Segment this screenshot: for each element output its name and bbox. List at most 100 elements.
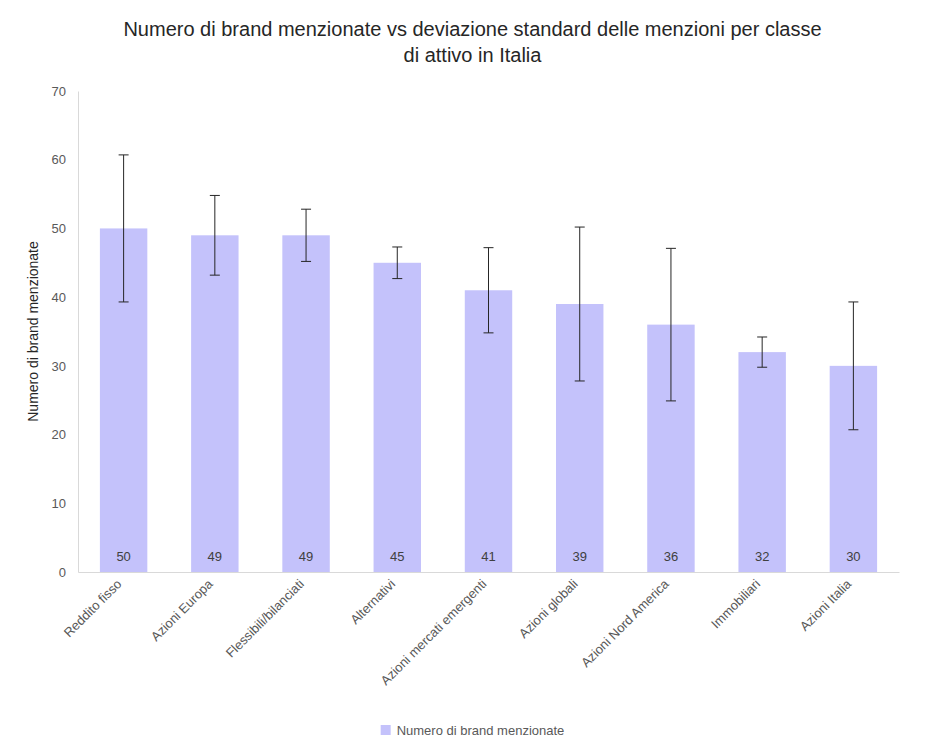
y-tick-label: 0 [59, 565, 66, 580]
error-stem [853, 302, 854, 430]
data-label: 30 [846, 549, 860, 564]
x-tick-label: Azioni Nord America [578, 576, 672, 670]
y-axis-title: Numero di brand menzionate [25, 241, 41, 422]
x-tick-label: Immobiliari [708, 576, 763, 631]
y-tick-label: 20 [52, 427, 66, 442]
error-cap [392, 278, 402, 279]
error-cap [210, 195, 220, 196]
y-tick: 50 [52, 221, 78, 236]
error-cap [301, 209, 311, 210]
x-tick: Azioni mercati emergenti [378, 572, 490, 688]
error-stem [762, 337, 763, 367]
error-bar [484, 248, 494, 333]
legend-label: Numero di brand menzionate [397, 723, 565, 738]
y-tick-label: 10 [52, 496, 66, 511]
x-tick: Azioni Nord America [578, 572, 672, 670]
error-bar [301, 209, 311, 261]
error-stem [670, 248, 671, 401]
y-tick-label: 40 [52, 290, 66, 305]
y-tick: 0 [59, 565, 78, 580]
title-line: di attivo in Italia [404, 44, 543, 66]
data-label: 49 [299, 549, 313, 564]
x-tick-label: Alternativi [347, 576, 398, 627]
data-label: 36 [664, 549, 678, 564]
y-tick: 20 [52, 427, 78, 442]
x-tick: Reddito fisso [61, 572, 125, 640]
x-tick-label: Azioni mercati emergenti [378, 576, 490, 688]
error-bar [848, 302, 858, 430]
y-axis: 0 10 20 30 40 50 60 70 [52, 84, 79, 580]
error-stem [488, 248, 489, 333]
error-cap [301, 261, 311, 262]
y-axis-line [78, 92, 79, 573]
chart: Numero di brand menzionate vs deviazione… [0, 0, 945, 755]
x-tick-label: Azioni Europa [148, 576, 216, 644]
y-tick: 70 [52, 84, 78, 99]
error-cap [848, 301, 858, 302]
x-tick: Flessibili/bilanciati [223, 572, 307, 660]
error-stem [579, 227, 580, 381]
error-cap [210, 275, 220, 276]
y-tick: 60 [52, 152, 78, 167]
error-stem [123, 155, 124, 302]
x-tick: Azioni Europa [148, 572, 216, 644]
error-stem [397, 247, 398, 279]
legend-swatch [381, 725, 391, 735]
error-cap [848, 429, 858, 430]
plot-area [100, 155, 877, 572]
error-cap [392, 246, 402, 247]
x-axis: Reddito fisso Azioni EuropaFlessibili/bil… [61, 572, 900, 688]
error-cap [119, 301, 129, 302]
data-label: 41 [481, 549, 495, 564]
data-label: 45 [390, 549, 404, 564]
y-tick: 40 [52, 290, 78, 305]
error-cap [666, 400, 676, 401]
x-tick-label: Azioni globali [516, 576, 581, 641]
error-cap [757, 367, 767, 368]
x-tick-label: Flessibili/bilanciati [223, 576, 307, 660]
x-tick-label: Azioni Italia [797, 576, 855, 634]
x-tick: Alternativi [347, 572, 398, 627]
x-axis-line [79, 572, 900, 573]
title: Numero di brand menzionate vs deviazione… [123, 18, 821, 66]
error-cap [757, 336, 767, 337]
y-tick: 30 [52, 359, 78, 374]
data-label: 32 [755, 549, 769, 564]
error-bar [119, 155, 129, 302]
error-bar [392, 247, 402, 279]
error-cap [575, 380, 585, 381]
y-tick-label: 50 [52, 221, 66, 236]
error-bars [119, 155, 859, 430]
y-tick-label: 70 [52, 84, 66, 99]
x-tick: Immobiliari [708, 572, 763, 631]
error-stem [306, 209, 307, 261]
y-tick-label: 60 [52, 152, 66, 167]
error-bar [210, 195, 220, 275]
data-label: 39 [572, 549, 586, 564]
bars [100, 228, 877, 572]
y-tick-label: 30 [52, 359, 66, 374]
legend: Numero di brand menzionate [381, 723, 565, 738]
error-stem [214, 195, 215, 275]
error-bar [575, 227, 585, 381]
error-cap [484, 247, 494, 248]
bar [738, 352, 785, 572]
x-tick: Azioni globali [516, 572, 581, 641]
data-labels: 50 49 49 45 41 39 36 32 30 [116, 549, 860, 564]
bar [465, 290, 512, 572]
error-cap [119, 154, 129, 155]
data-label: 50 [116, 549, 130, 564]
data-label: 49 [208, 549, 222, 564]
error-cap [666, 248, 676, 249]
x-tick-label: Reddito fisso [61, 576, 125, 640]
y-tick: 10 [52, 496, 78, 511]
bar [374, 263, 421, 572]
error-cap [484, 332, 494, 333]
bar [191, 235, 238, 572]
error-bar [757, 337, 767, 367]
bar [282, 235, 329, 572]
x-tick: Azioni Italia [797, 572, 855, 634]
error-cap [575, 227, 585, 228]
error-bar [666, 248, 676, 401]
title-line: Numero di brand menzionate vs deviazione… [123, 18, 821, 40]
